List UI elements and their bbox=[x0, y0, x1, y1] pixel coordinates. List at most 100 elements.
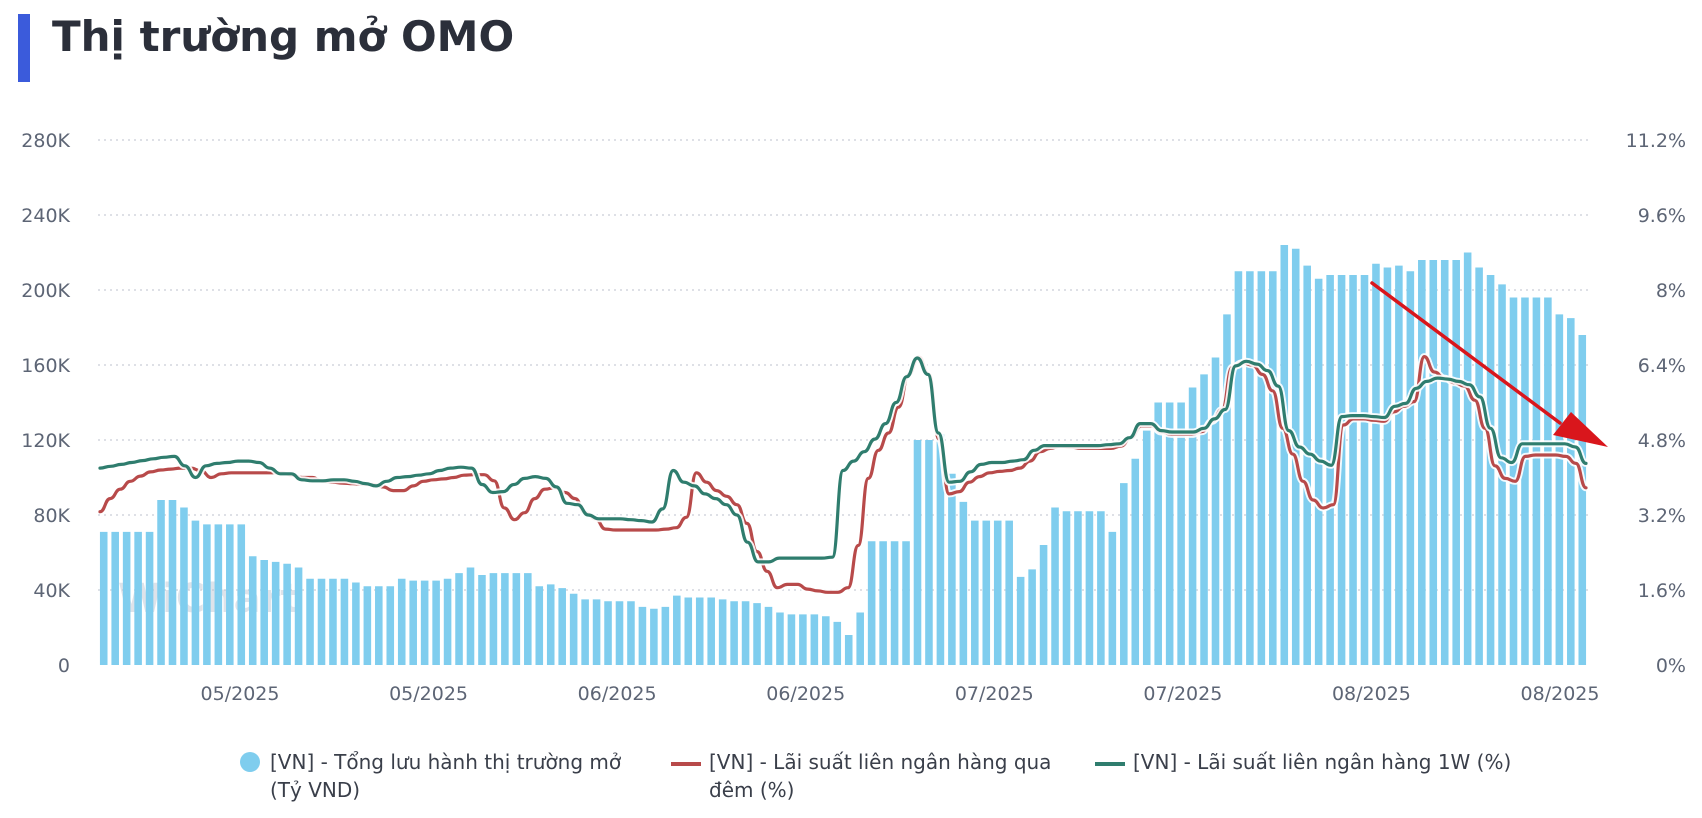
bar bbox=[1337, 275, 1346, 665]
bar bbox=[1142, 430, 1151, 665]
legend-item-overnight-rate[interactable]: [VN] - Lãi suất liên ngân hàng qua đêm (… bbox=[671, 748, 1069, 804]
bar bbox=[134, 531, 142, 665]
bar bbox=[363, 586, 372, 665]
bar bbox=[673, 595, 681, 665]
legend-label: [VN] - Tổng lưu hành thị trường mở (Tỷ V… bbox=[270, 750, 622, 802]
bar bbox=[1475, 267, 1483, 665]
bar bbox=[856, 612, 864, 665]
y-right-tick-label: 9.6% bbox=[1638, 205, 1686, 227]
bar bbox=[1440, 260, 1449, 665]
bar bbox=[844, 635, 853, 665]
bar bbox=[501, 573, 509, 665]
bar bbox=[420, 580, 429, 665]
bar bbox=[1360, 275, 1369, 665]
y-right-tick-label: 11.2% bbox=[1626, 130, 1686, 152]
x-tick-label: 08/2025 bbox=[1521, 683, 1600, 705]
bar bbox=[925, 440, 933, 665]
legend-item-1w-rate[interactable]: [VN] - Lãi suất liên ngân hàng 1W (%) bbox=[1095, 748, 1513, 804]
bar bbox=[180, 507, 188, 665]
y-right-tick-label: 3.2% bbox=[1638, 505, 1686, 527]
bar bbox=[1280, 245, 1289, 665]
bar bbox=[810, 614, 819, 665]
y-left-tick-label: 80K bbox=[33, 505, 70, 527]
y-right-tick-label: 4.8% bbox=[1638, 430, 1686, 452]
line-series bbox=[98, 353, 1588, 596]
bar bbox=[512, 573, 521, 665]
bar bbox=[1120, 483, 1128, 665]
bar bbox=[1486, 275, 1495, 665]
bar bbox=[489, 573, 498, 665]
bar bbox=[764, 606, 773, 665]
y-left-tick-label: 240K bbox=[21, 205, 70, 227]
bar bbox=[753, 603, 761, 665]
bar bbox=[111, 531, 119, 665]
bar bbox=[1200, 374, 1208, 665]
bar-series bbox=[99, 245, 1587, 665]
bar bbox=[214, 524, 223, 665]
bar bbox=[283, 563, 291, 665]
bar bbox=[1097, 511, 1105, 665]
bar bbox=[294, 567, 303, 665]
bar bbox=[581, 599, 589, 665]
title-accent-bar bbox=[18, 14, 30, 82]
bar bbox=[615, 601, 624, 665]
bar bbox=[684, 597, 693, 665]
bar bbox=[409, 580, 417, 665]
bar bbox=[948, 473, 956, 665]
bar bbox=[226, 524, 234, 665]
legend-line-icon bbox=[671, 762, 701, 766]
bar bbox=[1154, 402, 1162, 665]
bar bbox=[913, 440, 922, 665]
bar bbox=[661, 606, 670, 665]
bar bbox=[145, 531, 154, 665]
bar bbox=[375, 586, 383, 665]
x-tick-label: 06/2025 bbox=[578, 683, 657, 705]
legend-label: [VN] - Lãi suất liên ngân hàng qua đêm (… bbox=[709, 750, 1052, 802]
bar bbox=[329, 578, 337, 665]
bar bbox=[1555, 314, 1564, 665]
bar bbox=[718, 599, 727, 665]
bar bbox=[1303, 265, 1311, 665]
bar bbox=[1108, 531, 1117, 665]
x-tick-label: 05/2025 bbox=[389, 683, 468, 705]
bar bbox=[902, 541, 910, 665]
bar bbox=[1211, 357, 1220, 665]
bar bbox=[1131, 458, 1140, 665]
bar bbox=[535, 586, 544, 665]
x-tick-label: 07/2025 bbox=[1143, 683, 1222, 705]
bar bbox=[122, 531, 131, 665]
bar bbox=[1383, 267, 1392, 665]
y-left-tick-label: 0 bbox=[58, 655, 70, 677]
bar bbox=[558, 588, 566, 665]
y-right-tick-label: 6.4% bbox=[1638, 355, 1686, 377]
bar bbox=[1085, 511, 1094, 665]
bar bbox=[638, 606, 647, 665]
bar bbox=[1062, 511, 1071, 665]
bar bbox=[1165, 402, 1174, 665]
bar bbox=[352, 582, 360, 665]
bar bbox=[237, 524, 246, 665]
bar bbox=[1051, 507, 1059, 665]
bar bbox=[695, 597, 704, 665]
bar bbox=[1234, 271, 1243, 665]
bar bbox=[386, 586, 395, 665]
bar bbox=[271, 561, 280, 665]
bar bbox=[833, 621, 842, 665]
bar bbox=[546, 584, 555, 665]
y-left-tick-label: 40K bbox=[33, 580, 70, 602]
bar bbox=[1257, 271, 1266, 665]
legend-item-omo-volume[interactable]: [VN] - Tổng lưu hành thị trường mở (Tỷ V… bbox=[240, 748, 645, 804]
bar bbox=[1578, 335, 1587, 665]
arrow-shaft bbox=[1370, 281, 1562, 425]
legend-label: [VN] - Lãi suất liên ngân hàng 1W (%) bbox=[1133, 750, 1512, 774]
bar bbox=[730, 601, 738, 665]
bar bbox=[1005, 520, 1013, 665]
legend-line-icon bbox=[1095, 762, 1125, 766]
bar bbox=[1269, 271, 1277, 665]
bar bbox=[1223, 314, 1231, 665]
y-axis-left: 0 40K 80K 120K 160K 200K 240K 280K bbox=[21, 130, 70, 677]
bar bbox=[1418, 260, 1426, 665]
y-right-tick-label: 1.6% bbox=[1638, 580, 1686, 602]
bar bbox=[478, 575, 486, 665]
y-left-tick-label: 160K bbox=[21, 355, 70, 377]
